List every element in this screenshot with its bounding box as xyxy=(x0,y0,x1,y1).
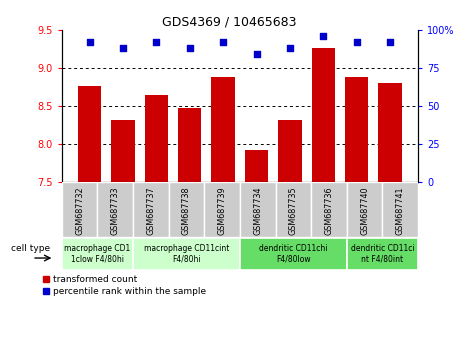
Point xyxy=(119,46,127,51)
Text: GSM687741: GSM687741 xyxy=(396,187,405,235)
Text: GSM687735: GSM687735 xyxy=(289,187,298,235)
Text: GSM687732: GSM687732 xyxy=(75,187,84,235)
Point xyxy=(253,52,260,57)
Bar xyxy=(276,182,311,237)
Bar xyxy=(62,238,133,270)
Bar xyxy=(111,120,135,354)
Point xyxy=(353,39,361,45)
Bar xyxy=(204,182,240,237)
Text: GSM687733: GSM687733 xyxy=(111,187,120,235)
Text: macrophage CD11cint
F4/80hi: macrophage CD11cint F4/80hi xyxy=(144,244,229,264)
Bar xyxy=(169,182,204,237)
Point xyxy=(320,33,327,39)
Point xyxy=(219,39,227,45)
Bar xyxy=(312,47,335,354)
Text: dendritic CD11chi
F4/80low: dendritic CD11chi F4/80low xyxy=(259,244,328,264)
Bar xyxy=(78,86,101,354)
Point xyxy=(286,46,294,51)
Title: GDS4369 / 10465683: GDS4369 / 10465683 xyxy=(162,16,296,29)
Text: GSM687734: GSM687734 xyxy=(253,187,262,235)
Text: cell type: cell type xyxy=(11,245,50,253)
Bar xyxy=(240,182,276,237)
Bar xyxy=(347,182,382,237)
Bar xyxy=(278,120,302,354)
Point xyxy=(86,39,94,45)
Bar xyxy=(240,238,347,270)
Point xyxy=(186,46,194,51)
Text: macrophage CD1
1clow F4/80hi: macrophage CD1 1clow F4/80hi xyxy=(64,244,131,264)
Point xyxy=(386,39,394,45)
Bar xyxy=(133,182,169,237)
Legend: transformed count, percentile rank within the sample: transformed count, percentile rank withi… xyxy=(43,275,207,297)
Bar xyxy=(133,238,240,270)
Bar xyxy=(311,182,347,237)
Bar xyxy=(211,77,235,354)
Bar xyxy=(245,150,268,354)
Bar xyxy=(97,182,133,237)
Bar xyxy=(347,238,418,270)
Bar xyxy=(178,108,201,354)
Text: dendritic CD11ci
nt F4/80int: dendritic CD11ci nt F4/80int xyxy=(351,244,414,264)
Point xyxy=(152,39,160,45)
Text: GSM687737: GSM687737 xyxy=(146,187,155,235)
Text: GSM687740: GSM687740 xyxy=(360,187,369,235)
Bar xyxy=(62,182,97,237)
Bar xyxy=(379,83,402,354)
Text: GSM687736: GSM687736 xyxy=(324,187,333,235)
Bar xyxy=(145,95,168,354)
Text: GSM687739: GSM687739 xyxy=(218,187,227,235)
Bar xyxy=(345,77,369,354)
Text: GSM687738: GSM687738 xyxy=(182,187,191,235)
Bar xyxy=(382,182,418,237)
